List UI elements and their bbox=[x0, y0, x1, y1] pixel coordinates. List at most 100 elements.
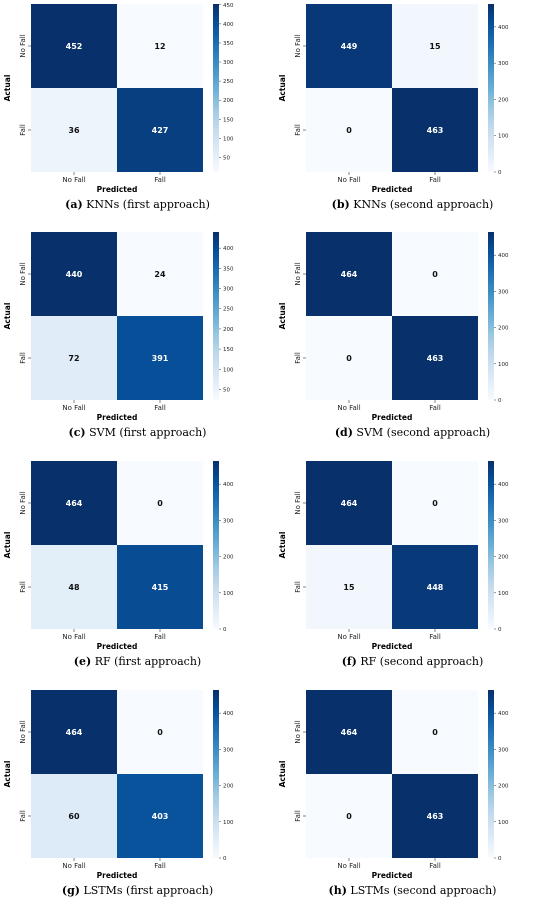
cell-value-label: 24 bbox=[154, 270, 166, 279]
panel-label: (a) bbox=[65, 198, 83, 211]
cell-value-label: 0 bbox=[157, 499, 163, 508]
heatmap-cell bbox=[31, 690, 117, 774]
cell-value-label: 12 bbox=[154, 42, 165, 51]
y-tick-label: No Fall bbox=[19, 720, 27, 743]
cell-value-label: 427 bbox=[152, 126, 169, 135]
x-tick-label: No Fall bbox=[62, 404, 85, 412]
cell-value-label: 463 bbox=[427, 812, 444, 821]
panel-label: (b) bbox=[331, 198, 350, 211]
y-tick-label: Fall bbox=[19, 124, 27, 136]
x-tick-label: No Fall bbox=[337, 633, 360, 641]
colorbar-tick-label: 0 bbox=[223, 627, 227, 633]
panel-caption: (h) LSTMs (second approach) bbox=[275, 884, 550, 897]
confusion-matrix-panel: 449 15 0 463 No Fall Fall No Fall Fall Predicted… bbox=[275, 0, 550, 224]
y-axis-label: Actual bbox=[3, 761, 12, 788]
cell-value-label: 0 bbox=[346, 126, 352, 135]
heatmap-cell bbox=[31, 316, 117, 400]
panel-label: (f) bbox=[341, 655, 357, 668]
cell-value-label: 403 bbox=[152, 812, 169, 821]
cell-value-label: 0 bbox=[432, 499, 438, 508]
colorbar-tick-label: 300 bbox=[223, 518, 234, 524]
x-tick-label: Fall bbox=[154, 176, 166, 184]
heatmap-cell bbox=[306, 461, 392, 545]
confusion-matrix-panel: 452 12 36 427 No Fall Fall No Fall Fall Predicte… bbox=[0, 0, 275, 224]
colorbar-tick-label: 200 bbox=[223, 784, 234, 790]
cell-value-label: 0 bbox=[346, 812, 352, 821]
cell-value-label: 415 bbox=[152, 583, 169, 592]
x-tick-label: No Fall bbox=[62, 176, 85, 184]
cell-value-label: 0 bbox=[432, 728, 438, 737]
confusion-matrix-panel: 464 0 15 448 No Fall Fall No Fall Fall Predicted… bbox=[275, 457, 550, 681]
panel-caption: (a) KNNs (first approach) bbox=[0, 198, 275, 211]
colorbar-tick-label: 150 bbox=[223, 347, 234, 353]
cell-value-label: 464 bbox=[66, 728, 83, 737]
colorbar-tick-label: 350 bbox=[223, 266, 234, 272]
confusion-matrix-panel: 440 24 72 391 No Fall Fall No Fall Fall Predicte… bbox=[0, 228, 275, 452]
colorbar-tick-label: 350 bbox=[223, 41, 234, 47]
colorbar-tick-label: 400 bbox=[498, 25, 509, 31]
colorbar-tick-label: 0 bbox=[223, 856, 227, 862]
x-tick-label: No Fall bbox=[337, 862, 360, 870]
x-axis-label: Predicted bbox=[97, 185, 138, 194]
cell-value-label: 464 bbox=[341, 270, 358, 279]
panel-caption-text: LSTMs (second approach) bbox=[346, 884, 497, 897]
colorbar-tick-label: 100 bbox=[498, 134, 509, 140]
confusion-matrix-panel: 464 0 0 463 No Fall Fall No Fall Fall Predicted A… bbox=[275, 686, 550, 910]
colorbar-tick-label: 400 bbox=[498, 253, 509, 259]
cell-value-label: 391 bbox=[152, 354, 169, 363]
colorbar-tick-label: 300 bbox=[223, 60, 234, 66]
panel-label: (d) bbox=[334, 426, 353, 439]
x-axis-label: Predicted bbox=[372, 871, 413, 880]
colorbar-tick-label: 400 bbox=[223, 482, 234, 488]
y-axis-label: Actual bbox=[278, 761, 287, 788]
cell-value-label: 464 bbox=[341, 728, 358, 737]
colorbar-tick-label: 100 bbox=[223, 820, 234, 826]
panel-label: (e) bbox=[73, 655, 92, 668]
y-tick-label: Fall bbox=[294, 352, 302, 364]
cell-value-label: 36 bbox=[68, 126, 80, 135]
panel-label: (c) bbox=[68, 426, 86, 439]
x-tick-label: Fall bbox=[429, 862, 441, 870]
heatmap-cell bbox=[117, 461, 203, 545]
x-tick-label: Fall bbox=[154, 633, 166, 641]
panel-caption: (d) SVM (second approach) bbox=[275, 426, 550, 439]
y-axis-label: Actual bbox=[3, 75, 12, 102]
colorbar-tick-label: 100 bbox=[498, 591, 509, 597]
cell-value-label: 463 bbox=[427, 126, 444, 135]
colorbar-tick-label: 250 bbox=[223, 307, 234, 313]
x-axis-label: Predicted bbox=[97, 642, 138, 651]
heatmap-cell bbox=[117, 545, 203, 629]
colorbar-tick-label: 400 bbox=[223, 246, 234, 252]
panel-caption: (c) SVM (first approach) bbox=[0, 426, 275, 439]
confusion-matrix-chart: 449 15 0 463 No Fall Fall No Fall Fall Predicted… bbox=[278, 4, 509, 194]
x-axis-label: Predicted bbox=[372, 413, 413, 422]
colorbar-tick-label: 200 bbox=[223, 555, 234, 561]
panel-caption-text: KNNs (second approach) bbox=[349, 198, 494, 211]
confusion-matrix-chart: 464 0 0 463 No Fall Fall No Fall Fall Predicted A… bbox=[278, 232, 509, 422]
y-axis-label: Actual bbox=[278, 75, 287, 102]
colorbar-tick-label: 400 bbox=[498, 711, 509, 717]
cell-value-label: 463 bbox=[427, 354, 444, 363]
y-axis-label: Actual bbox=[278, 303, 287, 330]
x-tick-label: No Fall bbox=[62, 633, 85, 641]
x-tick-label: Fall bbox=[429, 176, 441, 184]
x-tick-label: Fall bbox=[429, 633, 441, 641]
colorbar-tick-label: 0 bbox=[498, 170, 502, 176]
heatmap-cell bbox=[306, 774, 392, 858]
colorbar-tick-label: 200 bbox=[498, 97, 509, 103]
cell-value-label: 440 bbox=[66, 270, 83, 279]
heatmap-cell bbox=[31, 232, 117, 316]
y-axis-label: Actual bbox=[278, 532, 287, 559]
y-tick-label: No Fall bbox=[294, 491, 302, 514]
x-axis-label: Predicted bbox=[372, 185, 413, 194]
panel-caption: (g) LSTMs (first approach) bbox=[0, 884, 275, 897]
heatmap-cell bbox=[306, 690, 392, 774]
colorbar bbox=[213, 461, 219, 629]
cell-value-label: 452 bbox=[66, 42, 83, 51]
colorbar-tick-label: 0 bbox=[498, 627, 502, 633]
colorbar-tick-label: 250 bbox=[223, 79, 234, 85]
colorbar-tick-label: 300 bbox=[498, 747, 509, 753]
colorbar-tick-label: 300 bbox=[498, 289, 509, 295]
y-tick-label: No Fall bbox=[19, 491, 27, 514]
